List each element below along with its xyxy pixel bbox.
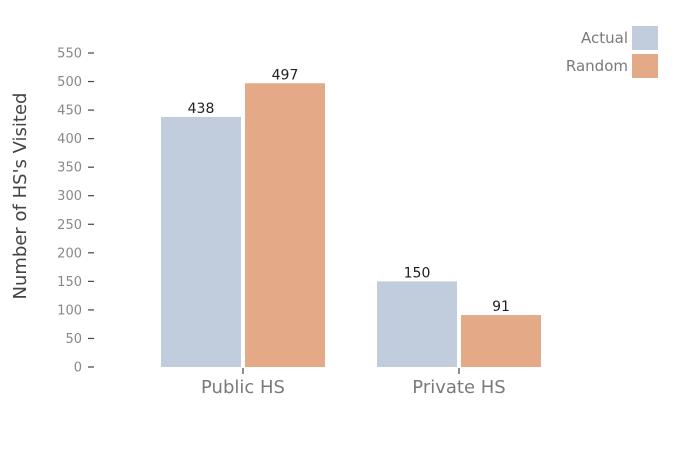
legend-label-random: Random [566, 57, 628, 75]
y-tick-label: 300 [57, 189, 82, 204]
y-tick-label: 200 [57, 246, 82, 261]
bars [161, 83, 541, 367]
y-tick-label: 250 [57, 218, 82, 233]
data-label-actual-public-hs: 438 [188, 101, 215, 117]
legend-swatch-random [632, 54, 658, 78]
y-axis: 0 50 100 150 200 250 300 350 400 450 500 550 [57, 47, 94, 376]
y-tick-label: 550 [57, 47, 82, 62]
legend-swatch-actual [632, 26, 658, 50]
bar-actual-public-hs [161, 116, 241, 367]
y-tick-label: 500 [57, 75, 82, 90]
data-label-random-public-hs: 497 [272, 67, 299, 83]
y-tick-label: 0 [74, 361, 82, 376]
y-tick-label: 400 [57, 132, 82, 147]
data-label-random-private-hs: 91 [492, 299, 510, 315]
data-label-actual-private-hs: 150 [404, 265, 431, 281]
x-category-label: Public HS [201, 377, 285, 398]
y-axis-label: Number of HS's Visited [10, 93, 31, 300]
y-tick-label: 150 [57, 275, 82, 290]
bar-random-private-hs [461, 315, 541, 367]
y-tick-label: 100 [57, 303, 82, 318]
x-axis: Public HS Private HS [201, 368, 506, 398]
bar-actual-private-hs [377, 281, 457, 367]
legend: Actual Random [566, 26, 658, 78]
data-labels: 438 497 150 91 [188, 67, 510, 315]
y-tick-label: 350 [57, 161, 82, 176]
legend-label-actual: Actual [581, 29, 628, 47]
bar-random-public-hs [245, 83, 325, 367]
y-tick-label: 50 [65, 332, 82, 347]
x-category-label: Private HS [412, 377, 505, 398]
y-tick-label: 450 [57, 104, 82, 119]
